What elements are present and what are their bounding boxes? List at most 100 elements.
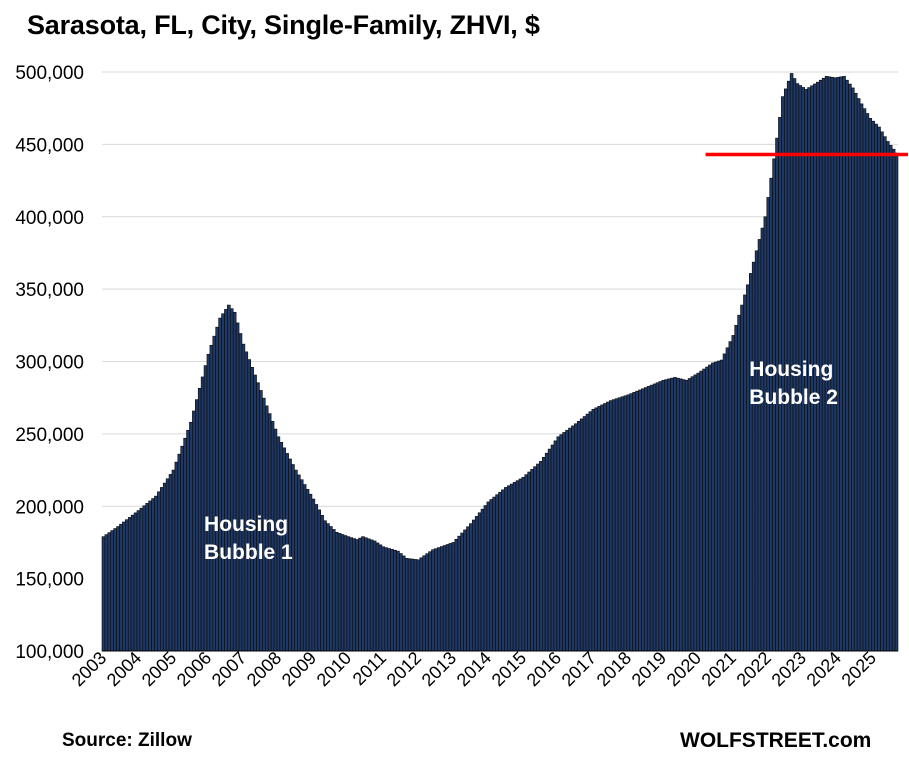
annotation-text: Bubble 1 bbox=[204, 541, 293, 564]
bar bbox=[652, 383, 657, 652]
bar bbox=[399, 553, 403, 652]
x-tick-label: 2008 bbox=[243, 648, 285, 690]
bar bbox=[571, 425, 575, 652]
bar bbox=[192, 410, 196, 652]
bar bbox=[722, 353, 727, 652]
bar bbox=[769, 177, 773, 652]
x-tick-label: 2007 bbox=[208, 648, 250, 690]
bar bbox=[186, 429, 190, 652]
x-tick-label: 2023 bbox=[768, 648, 810, 690]
bar bbox=[195, 399, 199, 652]
bar bbox=[422, 555, 426, 652]
bar bbox=[209, 344, 214, 652]
bar bbox=[116, 526, 120, 652]
bar bbox=[340, 534, 345, 652]
x-tick-label: 2009 bbox=[278, 648, 320, 690]
bar bbox=[486, 501, 491, 652]
bar bbox=[606, 401, 610, 652]
bar bbox=[845, 79, 849, 652]
annotation-text: Housing bbox=[204, 513, 288, 536]
bar bbox=[434, 548, 438, 652]
bar bbox=[714, 361, 718, 652]
bar bbox=[894, 152, 899, 652]
bar bbox=[609, 400, 613, 652]
bar bbox=[646, 386, 651, 652]
bar bbox=[489, 499, 494, 652]
bar bbox=[160, 487, 164, 652]
x-tick-label: 2013 bbox=[418, 648, 460, 690]
bar bbox=[104, 534, 109, 652]
x-tick-label: 2024 bbox=[803, 648, 845, 690]
bar bbox=[157, 491, 161, 652]
bar bbox=[299, 479, 304, 652]
bar bbox=[133, 512, 138, 652]
y-tick-label: 450,000 bbox=[15, 135, 84, 156]
bar bbox=[728, 341, 733, 652]
bar bbox=[410, 558, 415, 652]
bar bbox=[224, 309, 228, 652]
bar bbox=[119, 523, 123, 652]
bar bbox=[865, 113, 870, 652]
bar bbox=[740, 304, 744, 652]
bar bbox=[355, 539, 359, 652]
bar bbox=[107, 532, 112, 652]
bar bbox=[495, 494, 499, 652]
bar bbox=[372, 540, 377, 652]
bar bbox=[127, 517, 132, 652]
bar bbox=[778, 117, 782, 652]
bar bbox=[212, 335, 217, 652]
y-tick-label: 500,000 bbox=[15, 63, 84, 84]
bar bbox=[346, 536, 351, 652]
bar bbox=[101, 536, 106, 652]
bar bbox=[189, 421, 193, 652]
bar bbox=[396, 550, 400, 652]
bar bbox=[305, 489, 310, 652]
bar bbox=[136, 510, 141, 652]
bar bbox=[891, 148, 896, 652]
bar bbox=[603, 403, 607, 652]
bars bbox=[101, 73, 899, 652]
bar bbox=[521, 476, 526, 652]
bar bbox=[218, 317, 222, 652]
bar bbox=[702, 368, 706, 652]
bar bbox=[460, 532, 464, 652]
y-tick-label: 350,000 bbox=[15, 280, 84, 301]
bar bbox=[871, 120, 875, 652]
bar bbox=[588, 411, 593, 652]
bar bbox=[139, 507, 144, 652]
bar bbox=[515, 480, 520, 652]
bar bbox=[457, 535, 461, 652]
bar bbox=[238, 333, 243, 652]
bar bbox=[562, 432, 566, 652]
bar bbox=[393, 549, 397, 652]
bar bbox=[314, 504, 319, 652]
bar bbox=[553, 440, 558, 652]
bar bbox=[142, 505, 147, 652]
bar bbox=[705, 366, 709, 652]
bar bbox=[215, 326, 219, 652]
bar bbox=[877, 126, 881, 652]
bar bbox=[227, 304, 231, 652]
bar bbox=[527, 471, 531, 652]
bar bbox=[419, 557, 424, 652]
bar bbox=[492, 496, 496, 652]
bar bbox=[708, 364, 712, 652]
bar bbox=[206, 353, 211, 652]
x-tick-label: 2011 bbox=[349, 648, 391, 690]
bar bbox=[407, 558, 412, 652]
bar bbox=[329, 526, 333, 652]
bar bbox=[387, 548, 391, 652]
bar bbox=[541, 456, 546, 652]
bar bbox=[746, 284, 750, 652]
bar bbox=[229, 308, 234, 652]
bar bbox=[690, 376, 695, 652]
bar bbox=[760, 227, 765, 652]
bar bbox=[725, 347, 730, 652]
bar bbox=[431, 549, 435, 652]
bar bbox=[594, 407, 598, 652]
bar bbox=[638, 389, 642, 652]
bar bbox=[364, 537, 368, 652]
bar bbox=[337, 533, 342, 652]
bar bbox=[664, 379, 668, 652]
bar bbox=[719, 359, 724, 652]
